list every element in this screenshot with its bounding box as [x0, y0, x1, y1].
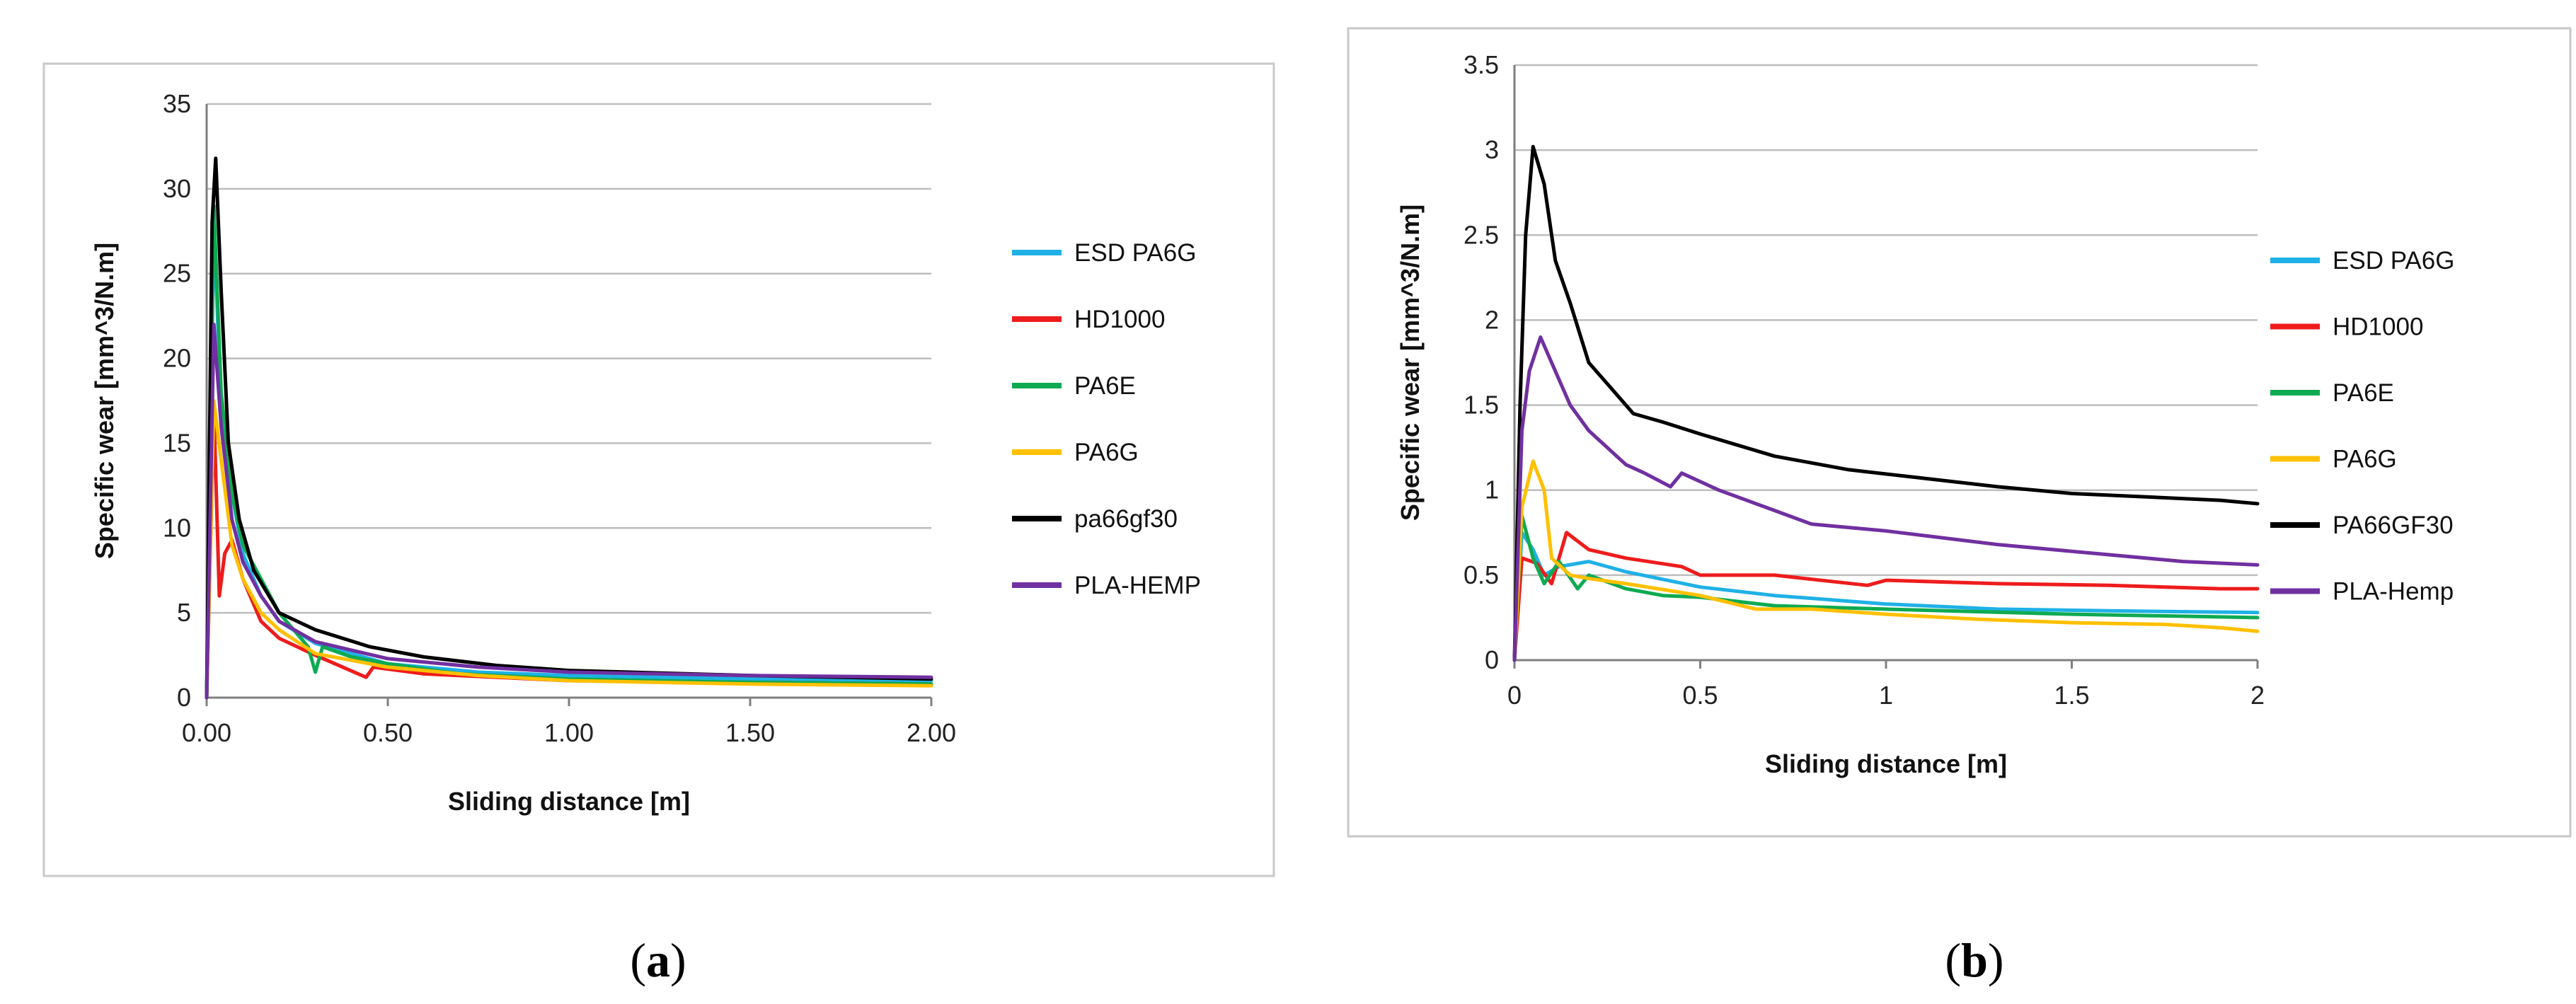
y-axis-title-b: Specific wear [mm^3/N.m] — [1396, 204, 1425, 521]
series-line-a-pla-hemp — [205, 323, 933, 700]
legend-label-a-pa66gf30: pa66gf30 — [1074, 505, 1178, 533]
y-tick-label-b: 2 — [1485, 305, 1499, 334]
y-tick-label-b: 2.5 — [1464, 220, 1499, 249]
y-axis-title-a: Specific wear [mm^3/N.m] — [90, 243, 119, 559]
x-tick-label-b: 1.5 — [2054, 681, 2089, 710]
chart-a: 0 5 10 15 20 25 30 35 0.00 0.50 1.00 1.50 2.00 Slidin… — [90, 89, 1201, 816]
y-tick-label-b: 0 — [1485, 645, 1499, 674]
x-tick-label-b: 2 — [2250, 681, 2265, 710]
x-tick-label-a: 0.00 — [182, 718, 231, 747]
series-line-b-hd1000 — [1512, 531, 2260, 662]
x-tick-label-b: 1 — [1879, 681, 1893, 710]
y-tick-label-a: 20 — [163, 344, 191, 373]
y-tick-label-a: 30 — [163, 174, 191, 203]
legend-label-a-esd-pa6g: ESD PA6G — [1074, 239, 1196, 267]
chart-a-frame — [42, 62, 1275, 877]
legend-label-b-pa6g: PA6G — [2333, 446, 2397, 473]
series-line-b-esd-pa6g — [1512, 531, 2260, 662]
x-tick-label-a: 1.50 — [725, 718, 775, 747]
caption-b: (b) — [1945, 933, 2003, 987]
legend-label-b-hd1000: HD1000 — [2333, 313, 2423, 341]
y-tick-label-a: 35 — [163, 89, 191, 118]
x-axis-title-b: Sliding distance [m] — [1765, 749, 2007, 778]
x-tick-label-b: 0 — [1507, 681, 1522, 710]
legend-label-b-pla-hemp: PLA-Hemp — [2333, 578, 2454, 606]
y-tick-label-b: 3.5 — [1464, 50, 1499, 79]
y-tick-label-b: 3 — [1485, 135, 1499, 164]
x-tick-label-a: 0.50 — [363, 718, 413, 747]
legend-label-a-hd1000: HD1000 — [1074, 306, 1165, 333]
y-tick-label-b: 1.5 — [1464, 391, 1499, 420]
legend-label-a-pa6e: PA6E — [1074, 372, 1136, 400]
caption-a: (a) — [630, 933, 686, 987]
legend-label-b-pa6e: PA6E — [2333, 379, 2394, 407]
series-line-b-pa6g — [1512, 459, 2260, 662]
x-tick-label-a: 2.00 — [907, 718, 956, 747]
x-axis-title-a: Sliding distance [m] — [448, 787, 690, 816]
legend-label-b-pa66gf30: PA66GF30 — [2333, 512, 2454, 539]
series-line-a-pa66gf30 — [205, 156, 933, 700]
x-tick-label-a: 1.00 — [544, 718, 594, 747]
y-tick-label-a: 15 — [163, 428, 191, 457]
caption-b-label: b — [1961, 933, 1988, 987]
y-tick-label-b: 1 — [1485, 475, 1499, 504]
y-tick-label-a: 5 — [177, 598, 191, 627]
chart-b-frame — [1347, 27, 2572, 838]
y-tick-label-a: 10 — [163, 513, 191, 542]
chart-b: 0 0.5 1 1.5 2 2.5 3 3.5 0 0.5 1 1.5 2 Sliding distanc… — [1396, 50, 2454, 778]
y-tick-label-a: 0 — [177, 683, 191, 712]
x-tick-label-b: 0.5 — [1682, 681, 1718, 710]
y-tick-label-b: 0.5 — [1464, 560, 1499, 589]
series-line-a-pa6g — [205, 399, 933, 700]
legend-label-a-pa6g: PA6G — [1074, 439, 1139, 466]
series-line-b-pa66gf30 — [1512, 144, 2260, 662]
y-tick-label-a: 25 — [163, 259, 191, 288]
series-line-b-pla-hemp — [1512, 335, 2260, 662]
legend-label-a-pla-hemp: PLA-HEMP — [1074, 572, 1201, 599]
caption-a-label: a — [646, 933, 670, 987]
legend-label-b-esd-pa6g: ESD PA6G — [2333, 247, 2454, 275]
